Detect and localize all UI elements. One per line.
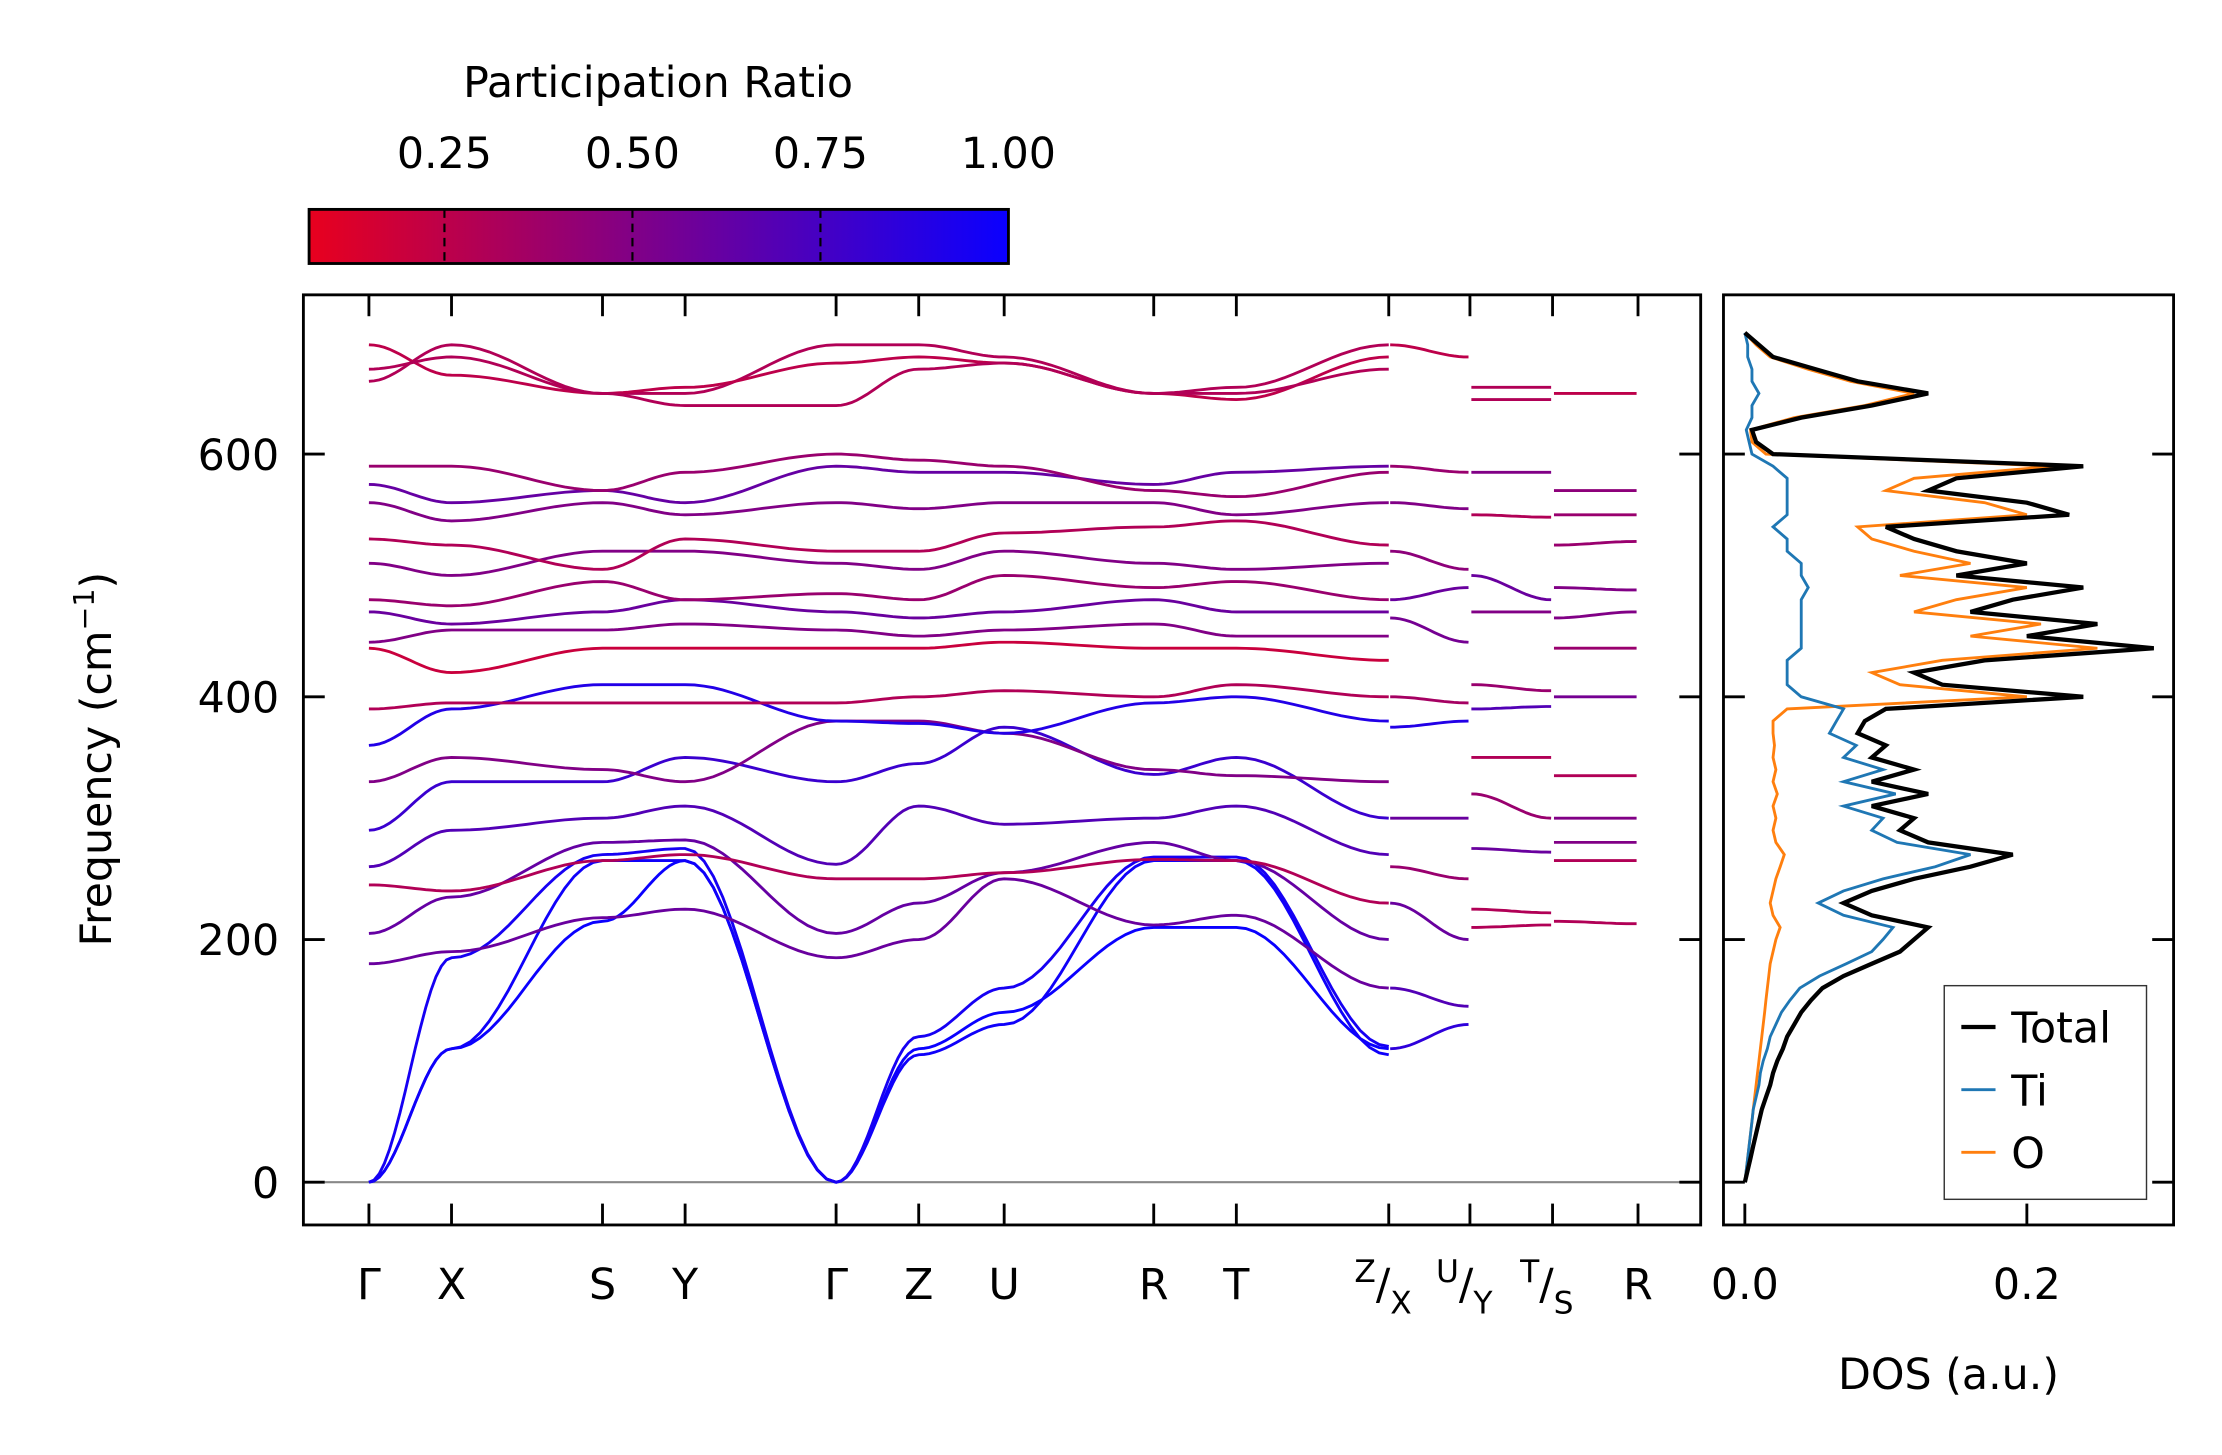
kpoint-label-part: S bbox=[1554, 1285, 1574, 1321]
phonon-band bbox=[368, 640, 1389, 675]
phonon-band bbox=[368, 838, 1389, 941]
phonon-band-segment bbox=[1390, 464, 1469, 474]
legend-label-total: Total bbox=[2010, 1004, 2111, 1054]
phonon-band-segment bbox=[1390, 343, 1469, 359]
phonon-band-segment bbox=[1471, 923, 1552, 929]
phonon-band-segment bbox=[1553, 586, 1637, 592]
dos-panel: 0.0 0.2 DOS (a.u.) Total Ti O bbox=[1711, 293, 2175, 1400]
phonon-band-segment bbox=[1471, 907, 1552, 915]
legend-label-ti: Ti bbox=[2010, 1066, 2048, 1116]
phonon-band bbox=[368, 859, 1390, 1184]
phonon-band bbox=[368, 464, 1389, 505]
dos-x-axis-label: DOS (a.u.) bbox=[1838, 1350, 2059, 1400]
kpoint-label: Γ bbox=[357, 1260, 381, 1310]
kpoint-label: Z/X bbox=[1354, 1254, 1411, 1321]
phonon-band bbox=[368, 501, 1389, 523]
phonon-band-segment bbox=[1390, 695, 1469, 705]
dos-panel-frame bbox=[1722, 293, 2175, 1227]
phonon-band bbox=[368, 519, 1389, 571]
colorbar-tick-label: 0.75 bbox=[773, 129, 868, 179]
kpoint-label-part: Z bbox=[1354, 1254, 1375, 1290]
colorbar-tick-label: 1.00 bbox=[961, 129, 1056, 179]
phonon-band-segment bbox=[1471, 683, 1552, 693]
colorbar: Participation Ratio 0.25 0.50 0.75 1.00 bbox=[307, 58, 1056, 265]
kpoint-label: Y bbox=[671, 1260, 699, 1310]
phonon-band-segment bbox=[1390, 1022, 1469, 1051]
phonon-band bbox=[368, 847, 1390, 1184]
kpoint-label: U/Y bbox=[1436, 1254, 1493, 1321]
kpoint-label: T/S bbox=[1519, 1254, 1573, 1321]
phonon-band-segment bbox=[1553, 539, 1637, 547]
y-tick-label: 0 bbox=[252, 1159, 279, 1209]
kpoint-label: Γ bbox=[824, 1260, 848, 1310]
phonon-band bbox=[368, 859, 1389, 1184]
kpoint-label: Z bbox=[904, 1260, 933, 1310]
phonon-band-segment bbox=[1390, 616, 1469, 644]
kpoint-label-part: U bbox=[1436, 1254, 1459, 1290]
colorbar-label: Participation Ratio bbox=[463, 58, 853, 108]
phonon-band bbox=[368, 622, 1389, 644]
phonon-band-segment bbox=[1390, 986, 1469, 1008]
phonon-band bbox=[368, 549, 1389, 577]
dos-x-tick-label: 0.2 bbox=[1993, 1260, 2061, 1310]
kpoint-label: S bbox=[589, 1260, 616, 1310]
phonon-band bbox=[368, 343, 1389, 401]
phonon-band-segment bbox=[1390, 901, 1469, 941]
dos-line-ti bbox=[1743, 332, 1971, 1183]
kpoint-label-part: / bbox=[1459, 1260, 1474, 1310]
kpoint-label-part: Y bbox=[1472, 1285, 1493, 1321]
phonon-band-segment bbox=[1390, 865, 1469, 881]
phonon-band bbox=[368, 598, 1389, 626]
phonon-band bbox=[368, 343, 1389, 395]
phonon-band-segment bbox=[1471, 513, 1552, 519]
phonon-band-segment bbox=[1553, 919, 1637, 926]
band-panel-frame bbox=[301, 293, 1703, 1227]
legend: Total Ti O bbox=[1943, 984, 2148, 1201]
kpoint-label: R bbox=[1623, 1260, 1653, 1310]
dos-line-o bbox=[1743, 331, 2098, 1183]
legend-label-o: O bbox=[2011, 1129, 2045, 1179]
y-axis-label: Frequency (cm−1) bbox=[68, 572, 122, 947]
phonon-band-segment bbox=[1553, 610, 1637, 620]
y-tick-label: 600 bbox=[198, 431, 280, 481]
phonon-band-segment bbox=[1390, 586, 1469, 602]
colorbar-tick-label: 0.25 bbox=[397, 129, 492, 179]
phonon-band bbox=[368, 804, 1389, 869]
phonon-band bbox=[368, 853, 1389, 905]
phonon-band bbox=[368, 725, 1389, 832]
phonon-band-segment bbox=[1471, 847, 1552, 854]
dos-line-total bbox=[1742, 331, 2154, 1183]
colorbar-gradient bbox=[307, 207, 1010, 265]
kpoint-label: X bbox=[437, 1260, 466, 1310]
phonon-band-segment bbox=[1471, 705, 1552, 711]
kpoint-label-part: / bbox=[1376, 1260, 1391, 1310]
kpoint-label: U bbox=[989, 1260, 1020, 1310]
phonon-band bbox=[368, 683, 1389, 711]
phonon-band bbox=[368, 683, 1389, 747]
legend-box bbox=[1943, 984, 2148, 1201]
phonon-band bbox=[368, 877, 1389, 990]
phonon-band-segment bbox=[1390, 549, 1469, 571]
kpoint-label-part: T bbox=[1519, 1254, 1540, 1290]
phonon-band bbox=[368, 574, 1389, 608]
y-tick-label: 400 bbox=[198, 673, 280, 723]
kpoint-label-part: / bbox=[1539, 1260, 1554, 1310]
phonon-band-segment bbox=[1471, 792, 1552, 820]
kpoint-label-part: X bbox=[1390, 1285, 1411, 1321]
phonon-band-segment bbox=[1390, 501, 1469, 511]
phonon-band-segment bbox=[1390, 719, 1469, 729]
kpoint-label: T bbox=[1222, 1260, 1250, 1310]
kpoint-label: R bbox=[1139, 1260, 1169, 1310]
phonon-band bbox=[368, 452, 1389, 498]
dos-x-tick-label: 0.0 bbox=[1711, 1260, 1779, 1310]
phonon-band bbox=[368, 355, 1389, 407]
phonon-band-segment bbox=[1471, 574, 1552, 602]
y-tick-label: 200 bbox=[198, 916, 280, 966]
colorbar-tick-label: 0.50 bbox=[585, 129, 680, 179]
